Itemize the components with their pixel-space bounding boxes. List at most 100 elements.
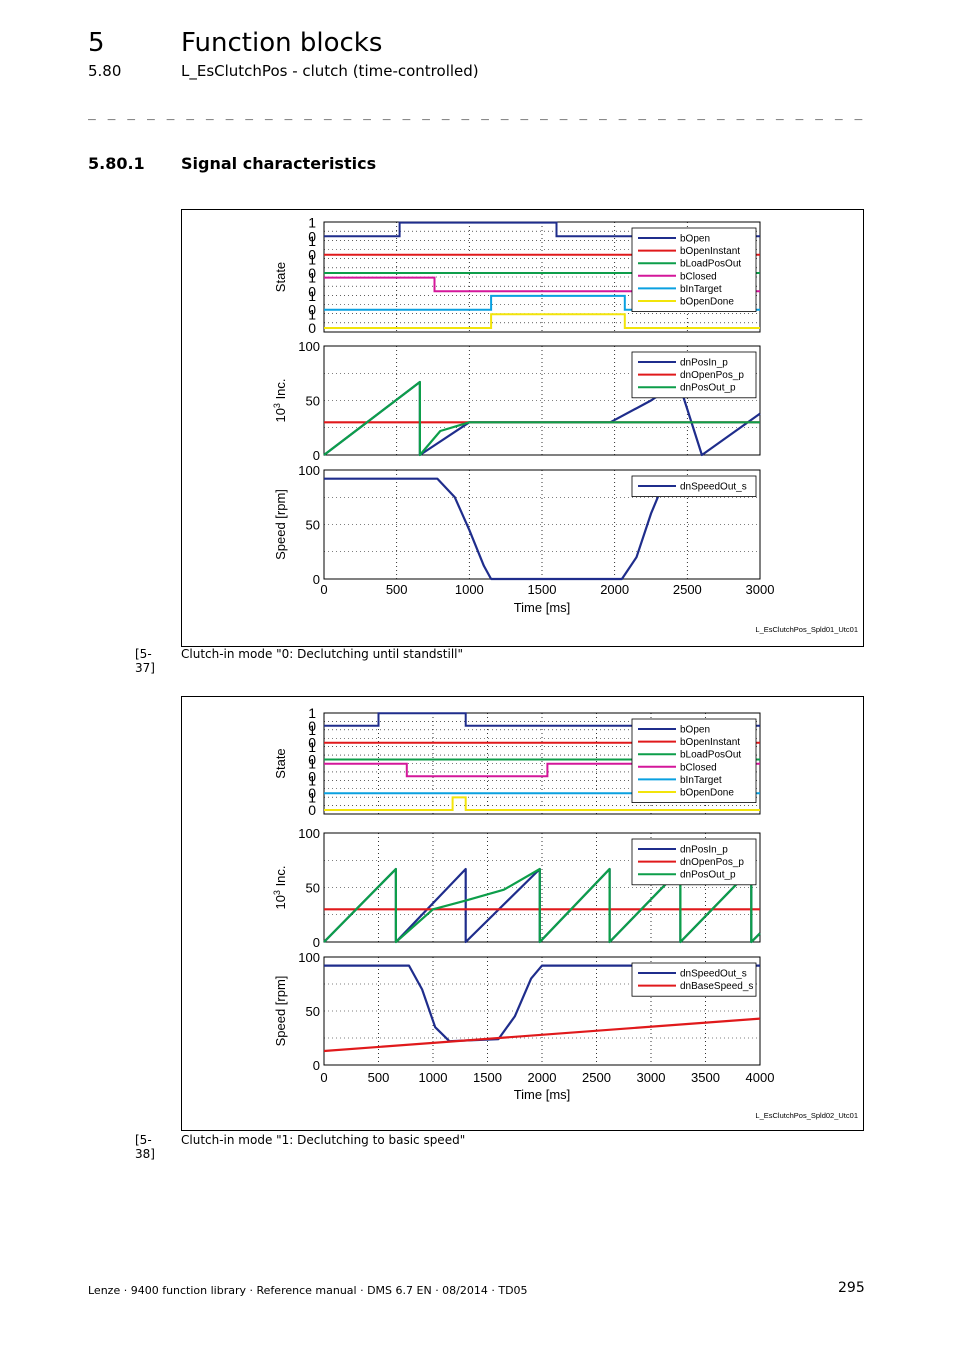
y-tick-label: 1: [308, 739, 316, 755]
y-tick-label: 1: [308, 773, 316, 789]
x-tick-label: 500: [368, 1070, 390, 1085]
legend-box: [631, 475, 757, 498]
x-tick-label: 1000: [419, 1070, 448, 1085]
legend-label: dnSpeedOut_s: [680, 482, 747, 493]
y-tick-label: 50: [306, 1004, 320, 1019]
legend-label: bInTarget: [680, 284, 722, 295]
legend-label: bInTarget: [680, 775, 722, 786]
series-line-bClosed: [324, 276, 760, 293]
y-tick-label: 100: [298, 339, 320, 354]
section-title: L_EsClutchPos - clutch (time-controlled): [181, 62, 479, 80]
x-tick-label: 0: [320, 582, 327, 597]
y-tick-label: 0: [308, 752, 316, 768]
y-tick-label: 1: [308, 288, 316, 304]
x-tick-label: 2000: [528, 1070, 557, 1085]
x-tick-label: 3500: [691, 1070, 720, 1085]
y-axis-label: State: [273, 262, 288, 292]
x-tick-label: 4000: [746, 1070, 775, 1085]
figure-1-caption-number: [5-37]: [135, 647, 155, 675]
y-tick-label: 1: [308, 789, 316, 805]
y-tick-label: 0: [308, 768, 316, 784]
series-line-bClosed: [324, 762, 760, 778]
x-tick-label: 3000: [746, 582, 775, 597]
series-line-bOpen: [324, 712, 760, 727]
y-axis-label: 103 Inc.: [272, 865, 288, 909]
legend-label: dnPosOut_p: [680, 383, 736, 394]
y-tick-label: 1: [308, 756, 316, 772]
figure-2-chart: 101010101010StatebOpenbOpenInstantbLoadP…: [272, 705, 858, 1120]
legend-label: dnOpenPos_p: [680, 857, 744, 868]
y-tick-label: 1: [308, 233, 316, 249]
footer-text: Lenze · 9400 function library · Referenc…: [88, 1284, 528, 1297]
y-tick-label: 100: [298, 950, 320, 965]
subsection-title: Signal characteristics: [181, 154, 377, 173]
legend-label: dnPosOut_p: [680, 870, 736, 881]
chapter-title: Function blocks: [181, 28, 383, 58]
y-tick-label: 0: [308, 265, 316, 281]
x-axis-label: Time [ms]: [514, 600, 571, 615]
y-tick-label: 0: [308, 247, 316, 263]
legend-label: bOpenInstant: [680, 737, 740, 748]
x-tick-label: 2500: [582, 1070, 611, 1085]
y-tick-label: 0: [313, 572, 320, 587]
figure-1-caption-text: Clutch-in mode "0: Declutching until sta…: [181, 647, 464, 661]
x-tick-label: 0: [320, 1070, 327, 1085]
y-tick-label: 0: [308, 802, 316, 818]
y-tick-label: 1: [308, 306, 316, 322]
y-tick-label: 100: [298, 826, 320, 841]
y-tick-label: 0: [308, 735, 316, 751]
y-tick-label: 1: [308, 722, 316, 738]
legend-box: [631, 962, 757, 997]
legend-box: [631, 718, 757, 803]
series-line-bOpenDone: [324, 313, 760, 329]
y-tick-label: 1: [308, 705, 316, 721]
x-tick-label: 3000: [637, 1070, 666, 1085]
y-axis-label: State: [273, 748, 288, 778]
y-tick-label: 0: [308, 785, 316, 801]
legend-label: bClosed: [680, 271, 717, 282]
series-line-dnPosOut_p: [323, 867, 761, 944]
x-tick-label: 2500: [673, 582, 702, 597]
legend-label: dnBaseSpeed_s: [680, 981, 753, 992]
legend-label: bOpenDone: [680, 788, 734, 799]
figure-2-caption-text: Clutch-in mode "1: Declutching to basic …: [181, 1133, 466, 1147]
y-tick-label: 0: [313, 935, 320, 950]
x-axis-label: Time [ms]: [514, 1087, 571, 1102]
figure-1-chart: 101010101010StatebOpenbOpenInstantbLoadP…: [272, 215, 858, 634]
figure-source-label: L_EsClutchPos_Spld02_Utc01: [755, 1111, 858, 1120]
legend-label: dnPosIn_p: [680, 358, 728, 369]
header-divider: _ _ _ _ _ _ _ _ _ _ _ _ _ _ _ _ _ _ _ _ …: [88, 106, 864, 121]
legend-label: bLoadPosOut: [680, 259, 741, 270]
series-line-bOpen: [324, 221, 760, 238]
y-tick-label: 0: [308, 283, 316, 299]
y-tick-label: 1: [308, 215, 316, 231]
figure-1: 1 0 1 0 1 0 1 0 1 0 1 0 State bOpen bOpenInstant bLoadP…: [181, 209, 864, 647]
y-tick-label: 0: [313, 1058, 320, 1073]
y-tick-label: 100: [298, 463, 320, 478]
figure-2: 1 0 1 0 1 0 1 0 1 0 1 0 State bOpen bOpenInstant bLoadP…: [181, 696, 864, 1131]
legend-label: bLoadPosOut: [680, 750, 741, 761]
y-tick-label: 1: [308, 270, 316, 286]
series-line-bOpenDone: [324, 796, 760, 811]
section-number: 5.80: [88, 62, 122, 80]
series-line-dnPosOut_p: [323, 380, 760, 457]
legend-label: bClosed: [680, 762, 717, 773]
page-number: 295: [838, 1280, 865, 1296]
legend-label: bOpen: [680, 234, 710, 245]
figure-2-caption-number: [5-38]: [135, 1133, 155, 1161]
legend-label: dnSpeedOut_s: [680, 969, 747, 980]
legend-label: bOpenDone: [680, 297, 734, 308]
y-tick-label: 0: [308, 320, 316, 336]
legend-label: dnPosIn_p: [680, 845, 728, 856]
x-tick-label: 1500: [473, 1070, 502, 1085]
y-tick-label: 50: [306, 394, 320, 409]
subsection-number: 5.80.1: [88, 154, 145, 173]
x-tick-label: 1000: [455, 582, 484, 597]
chapter-number: 5: [88, 28, 105, 58]
y-tick-label: 0: [308, 228, 316, 244]
figure-source-label: L_EsClutchPos_Spld01_Utc01: [755, 625, 858, 634]
series-line-dnSpeedOut_s: [324, 477, 667, 581]
